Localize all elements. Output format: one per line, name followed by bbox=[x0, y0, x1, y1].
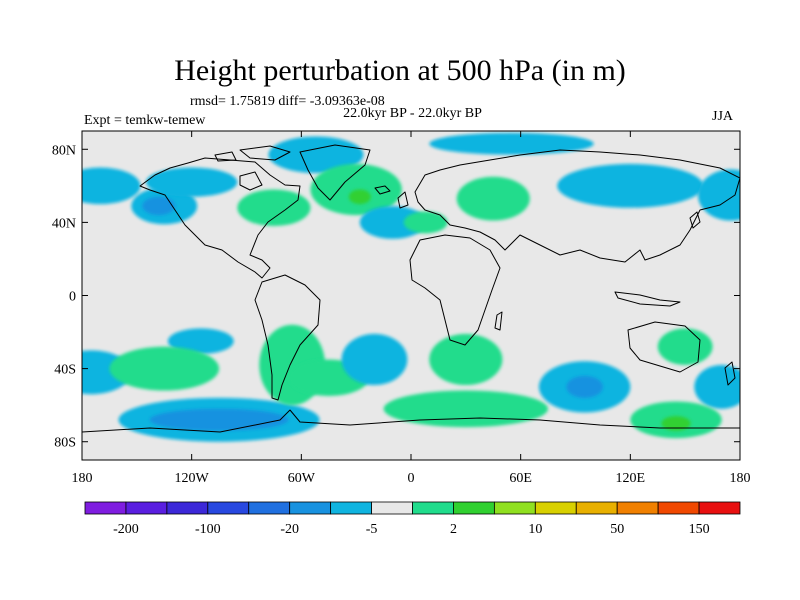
chart-subtitle: 22.0kyr BP - 22.0kyr BP bbox=[343, 106, 482, 121]
colorbar-swatch bbox=[534, 501, 577, 515]
anomaly-region bbox=[694, 364, 740, 409]
x-tick-label: 120E bbox=[616, 471, 646, 486]
coast-south-america bbox=[254, 274, 321, 401]
anomaly-region bbox=[237, 189, 311, 227]
anomaly-region bbox=[310, 163, 402, 216]
anomaly-region bbox=[109, 346, 220, 391]
colorbar-swatch bbox=[207, 501, 250, 515]
colorbar-label: 10 bbox=[528, 522, 542, 537]
stats-line: rmsd= 1.75819 diff= -3.09363e-08 bbox=[190, 94, 385, 109]
colorbar-swatch bbox=[330, 501, 372, 515]
anomaly-region bbox=[403, 211, 448, 234]
colorbar-label: 150 bbox=[689, 522, 710, 537]
coast-japan bbox=[689, 211, 701, 229]
colorbar-swatch bbox=[289, 501, 332, 515]
colorbar-swatch bbox=[493, 501, 536, 515]
anomaly-region bbox=[348, 189, 371, 205]
anomaly-region bbox=[167, 328, 234, 354]
coast-iceland bbox=[374, 185, 391, 195]
colorbar-swatch bbox=[575, 501, 618, 515]
colorbar-swatch bbox=[248, 501, 291, 515]
x-axis: 180 120W 60W 0 60E 120E 180 bbox=[72, 131, 751, 486]
y-tick-label: 40S bbox=[54, 363, 76, 378]
colorbar-label: 2 bbox=[450, 522, 457, 537]
colorbar-swatch bbox=[84, 501, 127, 515]
coast-new-zealand bbox=[724, 361, 736, 386]
colorbar-swatch bbox=[657, 501, 700, 515]
coast-indonesia bbox=[614, 291, 681, 307]
chart-title: Height perturbation at 500 hPa (in m) bbox=[174, 54, 626, 87]
experiment-label: Expt = temkw-temew bbox=[84, 113, 206, 128]
coast-antarctica bbox=[82, 409, 740, 433]
anomaly-region bbox=[429, 132, 594, 155]
coast-uk bbox=[397, 191, 409, 209]
colorbar-swatch bbox=[698, 501, 741, 515]
colorbar-label: -100 bbox=[195, 522, 221, 537]
colorbar-swatch bbox=[453, 501, 495, 515]
x-tick-label: 180 bbox=[72, 471, 93, 486]
anomaly-region bbox=[557, 163, 704, 208]
colorbar-swatch bbox=[166, 501, 209, 515]
coast-arctic-islands bbox=[214, 145, 291, 162]
anomaly-region bbox=[456, 176, 530, 221]
colorbar-swatch bbox=[125, 501, 168, 515]
anomaly-region bbox=[142, 196, 176, 216]
x-tick-label: 120W bbox=[175, 471, 210, 486]
anomaly-region bbox=[149, 408, 289, 431]
anomaly-region bbox=[145, 167, 238, 197]
anomaly-region bbox=[657, 328, 713, 365]
x-tick-label: 60W bbox=[288, 471, 316, 486]
colorbar-swatch bbox=[412, 501, 454, 515]
anomaly-region bbox=[661, 416, 691, 431]
y-tick-label: 0 bbox=[69, 290, 76, 305]
coast-africa bbox=[409, 234, 501, 346]
coast-hudson-bay bbox=[239, 171, 263, 191]
coast-madagascar bbox=[494, 311, 503, 331]
y-axis: 80N 40N 0 40S 80S bbox=[52, 143, 740, 451]
coast-north-america bbox=[139, 157, 301, 279]
colorbar-swatch bbox=[371, 501, 413, 515]
coast-eurasia bbox=[414, 149, 740, 263]
season-label: JJA bbox=[712, 109, 734, 124]
anomaly-region bbox=[383, 390, 549, 428]
colorbar-swatch bbox=[616, 501, 659, 515]
x-tick-label: 180 bbox=[730, 471, 751, 486]
colorbar-label: 50 bbox=[610, 522, 624, 537]
anomaly-region bbox=[341, 333, 408, 386]
anomaly-region bbox=[359, 205, 426, 239]
y-tick-label: 80S bbox=[54, 436, 76, 451]
y-tick-label: 80N bbox=[52, 143, 76, 158]
y-tick-label: 40N bbox=[52, 216, 76, 231]
coastlines bbox=[82, 144, 740, 433]
anomaly-layer bbox=[82, 132, 740, 442]
x-tick-label: 60E bbox=[509, 471, 532, 486]
x-tick-label: 0 bbox=[408, 471, 415, 486]
anomaly-region bbox=[82, 167, 141, 205]
anomaly-region bbox=[566, 375, 603, 398]
colorbar-label: -200 bbox=[113, 522, 139, 537]
colorbar-label: -5 bbox=[366, 522, 378, 537]
anomaly-region bbox=[697, 169, 740, 221]
coast-australia bbox=[627, 321, 701, 373]
colorbar-label: -20 bbox=[280, 522, 299, 537]
coast-greenland bbox=[299, 144, 371, 201]
colorbar: -200 -100 -20 -5 2 10 50 150 bbox=[84, 501, 741, 537]
anomaly-region bbox=[429, 333, 503, 386]
